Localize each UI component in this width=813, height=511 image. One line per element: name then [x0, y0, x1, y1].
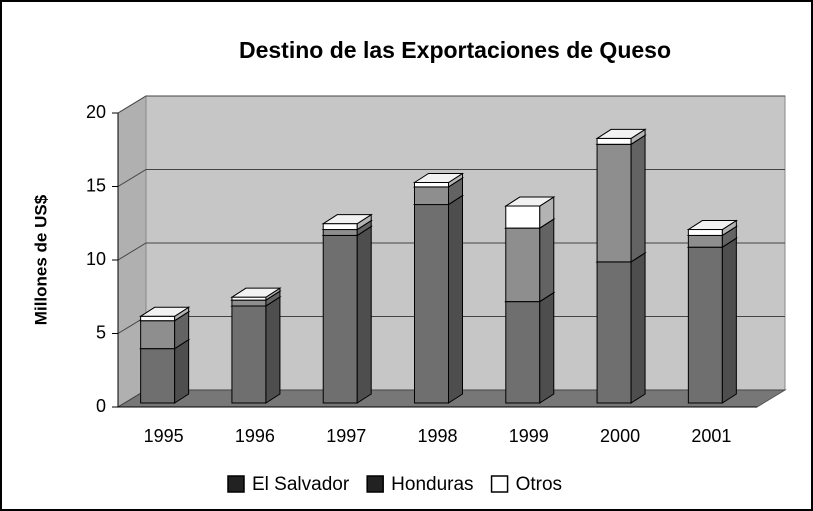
bar-top [412, 173, 465, 183]
bar [505, 205, 541, 229]
y-axis-label: Millones de US$ [31, 194, 50, 325]
y-tick-label: 10 [86, 249, 106, 269]
chart-title: Destino de las Exportaciones de Queso [239, 37, 671, 63]
bar-segment [504, 291, 556, 404]
legend-swatch [366, 475, 384, 493]
bar-side [630, 251, 646, 404]
bar [414, 204, 449, 404]
x-tick-label: 1996 [235, 426, 275, 446]
bar-segment [504, 218, 556, 303]
y-tick-label: 15 [86, 175, 106, 195]
y-tick-label: 0 [96, 396, 106, 416]
bar [140, 320, 176, 350]
bar-top [321, 214, 373, 225]
bar-segment [321, 213, 373, 231]
bar-side [174, 338, 190, 404]
bar-segment [412, 172, 465, 188]
bar-side [539, 291, 555, 404]
bar [687, 246, 723, 404]
x-tick-label: 2000 [600, 426, 640, 446]
bar-segment [595, 251, 647, 404]
legend-swatch [227, 475, 245, 493]
grid-line [117, 169, 785, 187]
bar [414, 182, 449, 188]
bar [231, 305, 267, 404]
x-tick-label: 2001 [691, 426, 731, 446]
bar [505, 227, 541, 303]
bar-segment [138, 306, 191, 322]
bar [414, 186, 449, 206]
bar-top [504, 196, 556, 207]
bar-segment [686, 219, 739, 237]
bar-side [448, 194, 463, 404]
bar [322, 234, 358, 404]
bar [231, 299, 267, 307]
bar [687, 234, 723, 248]
bar-segment [230, 296, 282, 404]
bar-top [138, 306, 191, 317]
bar-top [595, 128, 647, 139]
bar-segment [595, 134, 647, 263]
legend-swatch [490, 475, 509, 493]
bar-side [356, 225, 372, 404]
bar [140, 348, 176, 404]
x-tick-label: 1998 [417, 426, 457, 446]
bar-segment [138, 338, 191, 404]
bar-side [721, 237, 737, 404]
bar-side [539, 218, 555, 303]
bar [505, 301, 541, 404]
bar-segment [230, 287, 282, 302]
bar-segment [595, 128, 647, 146]
bar [322, 223, 358, 231]
bar [687, 229, 723, 236]
y-tick-label: 5 [96, 322, 106, 342]
bar [596, 261, 632, 404]
bar [322, 229, 358, 236]
bar-side [265, 296, 281, 404]
y-tick-label: 20 [86, 102, 106, 122]
bar-segment [412, 194, 465, 404]
grid-line [117, 95, 785, 114]
bar-top [230, 287, 282, 298]
x-tick-label: 1999 [509, 426, 549, 446]
bar [140, 315, 176, 322]
bar-side [630, 134, 646, 263]
bar-segment [321, 225, 373, 404]
legend-label: Honduras [391, 474, 473, 495]
bar [596, 137, 632, 145]
grid-line [117, 242, 785, 261]
x-tick-label: 1997 [326, 426, 366, 446]
bar-segment [686, 237, 739, 404]
legend-label: Otros [516, 474, 562, 495]
bar-top [686, 220, 739, 231]
x-tick-label: 1995 [144, 426, 184, 446]
legend-label: El Salvador [252, 474, 350, 495]
bar-segment [504, 196, 556, 229]
bar [596, 143, 632, 263]
